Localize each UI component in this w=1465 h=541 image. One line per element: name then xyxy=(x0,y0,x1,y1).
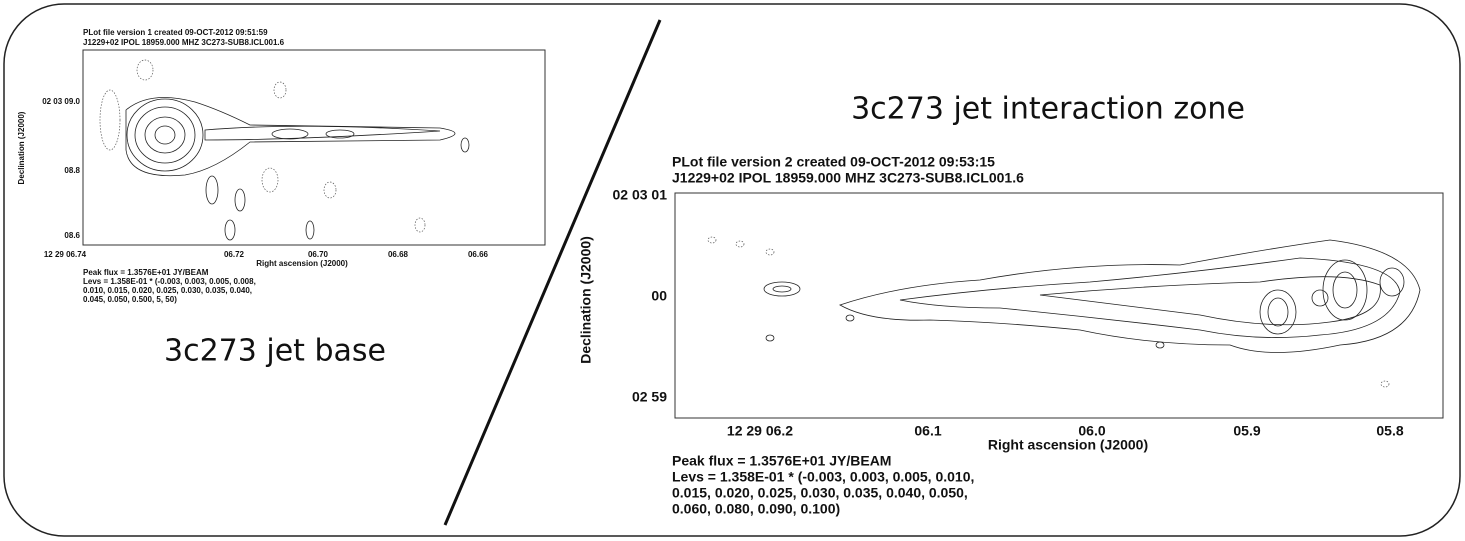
left-x-label: Right ascension (J2000) xyxy=(256,259,348,268)
left-plot-frame xyxy=(83,50,545,245)
contour xyxy=(205,126,440,140)
left-footer: 0.045, 0.050, 0.500, 5, 50) xyxy=(83,295,177,304)
contour xyxy=(1381,381,1389,387)
contour xyxy=(415,218,425,232)
left-x-tick: 06.66 xyxy=(468,250,489,259)
contour xyxy=(1268,298,1288,326)
right-contours xyxy=(675,193,1443,418)
contour xyxy=(126,98,455,176)
left-y-tick: 08.6 xyxy=(64,231,80,240)
right-footer: Levs = 1.358E-01 * (-0.003, 0.003, 0.005… xyxy=(672,469,974,485)
contour xyxy=(274,82,286,98)
contour xyxy=(272,129,308,139)
contour xyxy=(145,117,185,153)
contour xyxy=(766,249,774,255)
right-plot-frame xyxy=(675,193,1443,418)
page: PLot file version 1 created 09-OCT-2012 … xyxy=(0,0,1465,541)
contour xyxy=(900,258,1400,338)
right-header: J1229+02 IPOL 18959.000 MHZ 3C273-SUB8.I… xyxy=(672,170,1024,186)
right-x-tick: 06.1 xyxy=(914,423,941,439)
right-y-tick: 00 xyxy=(651,288,667,304)
right-footer: 0.060, 0.080, 0.090, 0.100) xyxy=(672,501,840,517)
right-footer: Peak flux = 1.3576E+01 JY/BEAM xyxy=(672,453,891,469)
right-y-tick: 02 03 01 xyxy=(613,187,668,203)
right-x-tick: 05.9 xyxy=(1233,423,1260,439)
contour xyxy=(736,241,744,247)
right-y-tick: 02 59 xyxy=(632,389,667,405)
contour xyxy=(262,168,278,192)
right-x-tick: 05.8 xyxy=(1376,423,1403,439)
left-y-tick: 08.8 xyxy=(64,166,80,175)
contour xyxy=(764,282,800,296)
contour xyxy=(155,126,175,144)
contour xyxy=(235,189,245,211)
left-contours xyxy=(83,50,545,245)
divider xyxy=(445,20,660,525)
right-footer: 0.015, 0.020, 0.025, 0.030, 0.035, 0.040… xyxy=(672,485,968,501)
right-x-label: Right ascension (J2000) xyxy=(988,437,1148,453)
contour xyxy=(773,286,791,292)
contour xyxy=(461,138,469,152)
contour xyxy=(206,176,218,204)
contour xyxy=(324,182,336,198)
contour xyxy=(127,99,203,171)
left-x-tick: 06.68 xyxy=(388,250,409,259)
contour xyxy=(1323,260,1367,320)
left-footer: Levs = 1.358E-01 * (-0.003, 0.003, 0.005… xyxy=(83,277,256,286)
contour xyxy=(1380,268,1404,296)
contour xyxy=(100,90,120,150)
left-y-tick: 02 03 09.0 xyxy=(42,97,80,106)
contour xyxy=(846,315,854,321)
contour xyxy=(135,107,195,163)
left-x-tick: 12 29 06.74 xyxy=(44,250,87,259)
left-x-tick: 06.72 xyxy=(224,250,245,259)
slide: PLot file version 1 created 09-OCT-2012 … xyxy=(0,0,1465,541)
contour xyxy=(1260,290,1296,334)
right-x-tick: 12 29 06.2 xyxy=(727,423,793,439)
contour xyxy=(137,60,153,80)
right-title: 3c273 jet interaction zone xyxy=(851,92,1245,127)
left-header: PLot file version 1 created 09-OCT-2012 … xyxy=(83,28,268,37)
contour xyxy=(306,221,314,239)
left-footer: 0.010, 0.015, 0.020, 0.025, 0.030, 0.035… xyxy=(83,286,252,295)
left-footer: Peak flux = 1.3576E+01 JY/BEAM xyxy=(83,268,209,277)
contour xyxy=(1156,342,1164,348)
left-y-label: Declination (J2000) xyxy=(17,111,26,184)
left-x-tick: 06.70 xyxy=(308,250,329,259)
right-y-label: Declination (J2000) xyxy=(578,236,594,364)
contour xyxy=(708,237,716,243)
left-header: J1229+02 IPOL 18959.000 MHZ 3C273-SUB8.I… xyxy=(83,38,285,47)
left-caption: 3c273 jet base xyxy=(164,334,386,369)
contour xyxy=(766,335,774,341)
contour xyxy=(225,220,235,240)
right-header: PLot file version 2 created 09-OCT-2012 … xyxy=(672,154,995,170)
contour xyxy=(1312,290,1328,306)
